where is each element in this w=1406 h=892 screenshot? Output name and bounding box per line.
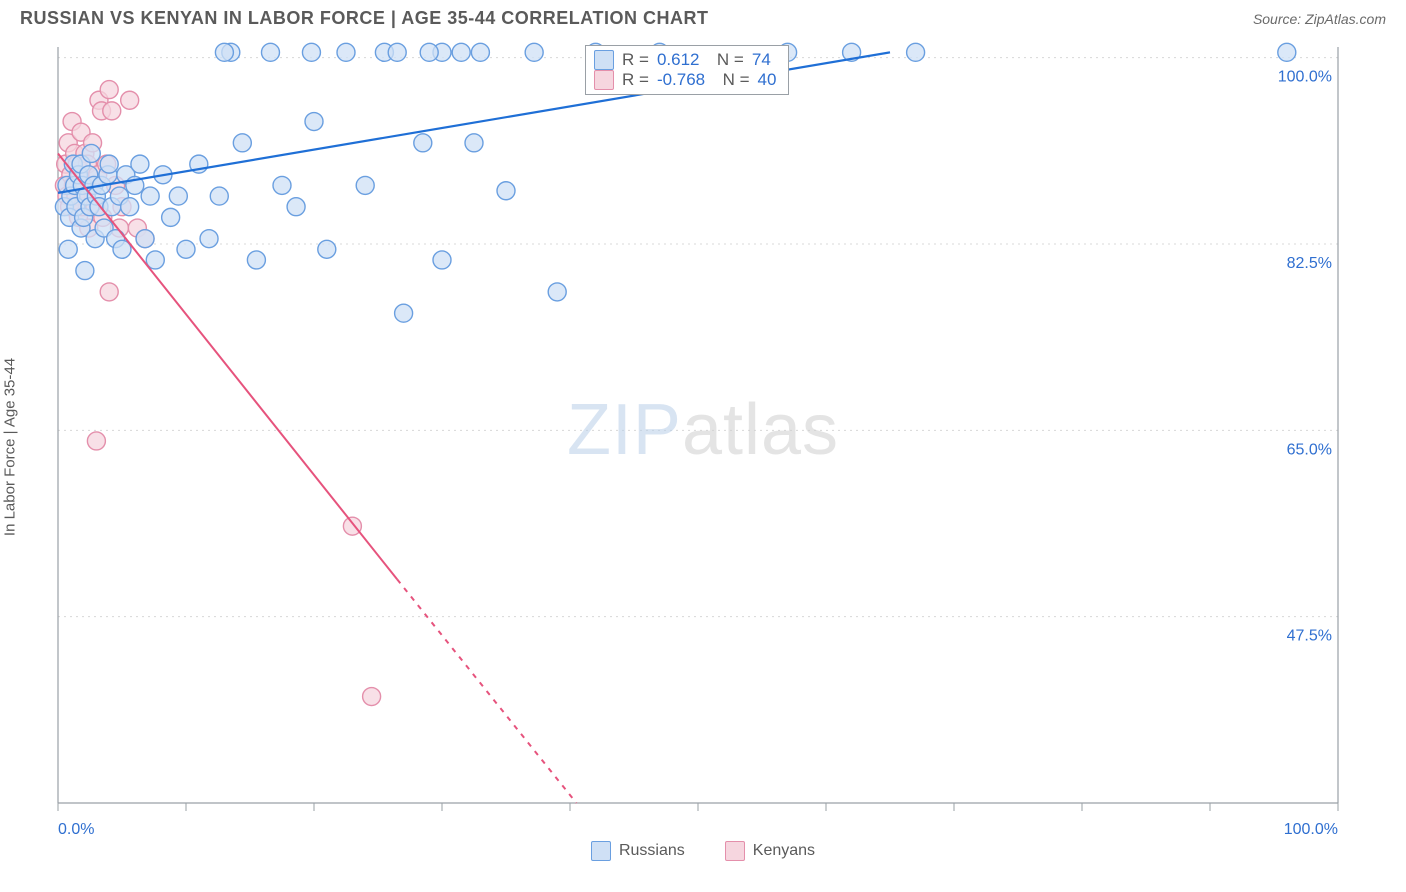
- x-axis-min-label: 0.0%: [58, 821, 94, 839]
- stat-r-prefix: R =: [622, 70, 649, 90]
- stat-row-kenyans: R = -0.768 N = 40: [594, 70, 776, 90]
- legend-item-kenyans: Kenyans: [725, 841, 815, 861]
- stat-row-russians: R = 0.612 N = 74: [594, 50, 776, 70]
- x-axis-end-labels: 0.0% 100.0%: [58, 821, 1338, 839]
- stat-n-value: 40: [758, 70, 777, 90]
- chart-title: RUSSIAN VS KENYAN IN LABOR FORCE | AGE 3…: [20, 8, 708, 29]
- swatch-icon: [725, 841, 745, 861]
- chart-area: In Labor Force | Age 35-44 ZIPatlas 47.5…: [20, 33, 1386, 861]
- svg-text:100.0%: 100.0%: [1278, 69, 1332, 86]
- svg-text:65.0%: 65.0%: [1287, 441, 1332, 458]
- legend: Russians Kenyans: [20, 841, 1386, 861]
- source-prefix: Source:: [1253, 11, 1305, 27]
- stat-n-prefix: N =: [713, 70, 749, 90]
- stat-r-value: 0.612: [657, 50, 700, 70]
- correlation-stat-box: R = 0.612 N = 74R = -0.768 N = 40: [585, 45, 789, 95]
- stat-r-value: -0.768: [657, 70, 705, 90]
- swatch-icon: [591, 841, 611, 861]
- legend-item-russians: Russians: [591, 841, 685, 861]
- swatch-icon: [594, 50, 614, 70]
- svg-text:82.5%: 82.5%: [1287, 255, 1332, 272]
- stat-r-prefix: R =: [622, 50, 649, 70]
- source-name: ZipAtlas.com: [1305, 11, 1386, 27]
- stat-n-prefix: N =: [707, 50, 743, 70]
- svg-text:47.5%: 47.5%: [1287, 628, 1332, 645]
- swatch-icon: [594, 70, 614, 90]
- stat-n-value: 74: [752, 50, 771, 70]
- legend-label: Russians: [619, 842, 685, 860]
- legend-label: Kenyans: [753, 842, 815, 860]
- scatter-plot: 47.5% 65.0% 82.5% 100.0%: [20, 33, 1350, 823]
- x-axis-max-label: 100.0%: [1284, 821, 1338, 839]
- y-axis-label: In Labor Force | Age 35-44: [2, 358, 19, 536]
- header: RUSSIAN VS KENYAN IN LABOR FORCE | AGE 3…: [0, 0, 1406, 33]
- source-label: Source: ZipAtlas.com: [1253, 11, 1386, 27]
